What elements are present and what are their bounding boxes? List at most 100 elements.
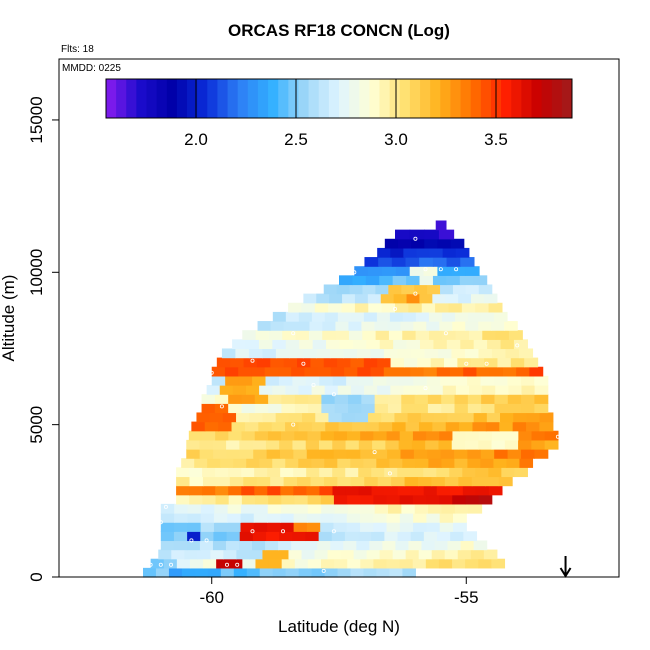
heatmap-cell: [395, 266, 411, 276]
heatmap-cell: [465, 558, 479, 569]
heatmap-cell: [268, 403, 283, 414]
heatmap-cell: [288, 302, 303, 313]
colorbar-tick-label: 3.5: [484, 130, 508, 149]
heatmap-cell: [267, 485, 281, 496]
heatmap-cell: [228, 485, 242, 496]
heatmap-cell: [196, 412, 211, 423]
heatmap-cell: [345, 485, 360, 496]
heatmap-cell: [427, 284, 441, 295]
heatmap-cell: [373, 558, 388, 569]
heatmap-cell: [333, 430, 348, 441]
heatmap-cell: [410, 467, 424, 478]
heatmap-cell: [391, 257, 407, 267]
heatmap-cell: [186, 449, 201, 459]
heatmap-cell: [213, 513, 228, 523]
heatmap-cell: [239, 531, 254, 542]
colorbar-swatch: [106, 79, 117, 118]
heatmap-cell: [322, 321, 337, 331]
heatmap-cell: [282, 330, 297, 340]
heatmap-cell: [406, 339, 421, 350]
heatmap-cell: [285, 339, 300, 350]
heatmap-cell: [200, 503, 215, 514]
heatmap-cell: [504, 321, 518, 331]
colorbar-swatch: [339, 79, 350, 118]
flight-track-point: [189, 538, 194, 543]
heatmap-cell: [264, 366, 279, 377]
heatmap-cell: [395, 540, 410, 551]
heatmap-cell: [306, 485, 321, 496]
heatmap-cell: [471, 476, 486, 487]
heatmap-cell: [361, 403, 376, 414]
heatmap-cell: [280, 485, 294, 496]
heatmap-cell: [354, 293, 369, 304]
heatmap-cell: [518, 430, 533, 441]
heatmap-cell: [293, 449, 308, 459]
heatmap-cell: [314, 302, 329, 313]
heatmap-cell: [402, 567, 416, 578]
heatmap-cell: [440, 375, 455, 386]
heatmap-cell: [202, 430, 216, 441]
heatmap-cell: [449, 485, 464, 496]
heatmap-cell: [377, 385, 391, 395]
flights-annotation: Flts: 18: [61, 44, 94, 55]
heatmap-cell: [360, 513, 374, 523]
heatmap-cell: [467, 403, 482, 414]
heatmap-cell: [251, 366, 266, 377]
heatmap-cell: [414, 394, 429, 404]
heatmap-cell: [482, 385, 496, 395]
heatmap-cell: [386, 375, 401, 386]
heatmap-cell: [321, 503, 336, 514]
heatmap-cell: [460, 339, 475, 350]
flight-track-point: [489, 239, 494, 244]
heatmap-cell: [534, 403, 549, 414]
heatmap-cell: [414, 503, 429, 514]
flight-track-point: [362, 218, 367, 223]
heatmap-cell: [255, 330, 270, 340]
colorbar-swatch: [146, 79, 158, 118]
heatmap-cell: [262, 412, 277, 423]
heatmap-cell: [241, 503, 255, 514]
heatmap-cell: [364, 476, 379, 487]
heatmap-cell: [252, 439, 267, 450]
heatmap-cell: [374, 321, 388, 331]
heatmap-cell: [345, 439, 360, 450]
heatmap-cell: [176, 476, 191, 487]
heatmap-cell: [310, 476, 325, 487]
heatmap-cell: [383, 348, 399, 359]
heatmap-cell: [480, 458, 495, 468]
heatmap-cell: [412, 558, 427, 569]
heatmap-cell: [359, 375, 374, 386]
heatmap-cell: [312, 339, 327, 350]
colorbar-swatch: [288, 79, 299, 118]
heatmap-cell: [478, 348, 493, 359]
heatmap-cell: [544, 430, 559, 441]
heatmap-cell: [254, 403, 269, 414]
flight-track-point: [280, 529, 285, 534]
heatmap-cell: [377, 357, 392, 368]
colorbar-swatch: [430, 79, 441, 118]
heatmap-cell: [506, 458, 521, 468]
heatmap-cell: [258, 421, 273, 432]
heatmap-cell: [361, 321, 375, 331]
heatmap-cell: [332, 467, 346, 478]
heatmap-cell: [439, 321, 453, 331]
heatmap-cell: [489, 366, 504, 377]
heatmap-cell: [368, 302, 383, 313]
heatmap-cell: [433, 339, 448, 350]
heatmap-cell: [266, 531, 280, 542]
heatmap-cell: [452, 430, 467, 441]
heatmap-cell: [465, 494, 480, 505]
colorbar-swatch: [389, 79, 401, 118]
heatmap-cell: [344, 531, 359, 542]
heatmap-cell: [371, 485, 386, 496]
heatmap-cell: [197, 549, 211, 560]
heatmap-cell: [472, 421, 487, 432]
heatmap-cell: [467, 449, 482, 459]
heatmap-cell: [442, 385, 457, 395]
heatmap-cell: [293, 522, 308, 532]
heatmap-cell: [267, 513, 281, 523]
heatmap-cell: [350, 458, 364, 468]
heatmap-cell: [246, 567, 261, 578]
heatmap-cell: [520, 449, 535, 459]
heatmap-cell: [362, 330, 377, 340]
